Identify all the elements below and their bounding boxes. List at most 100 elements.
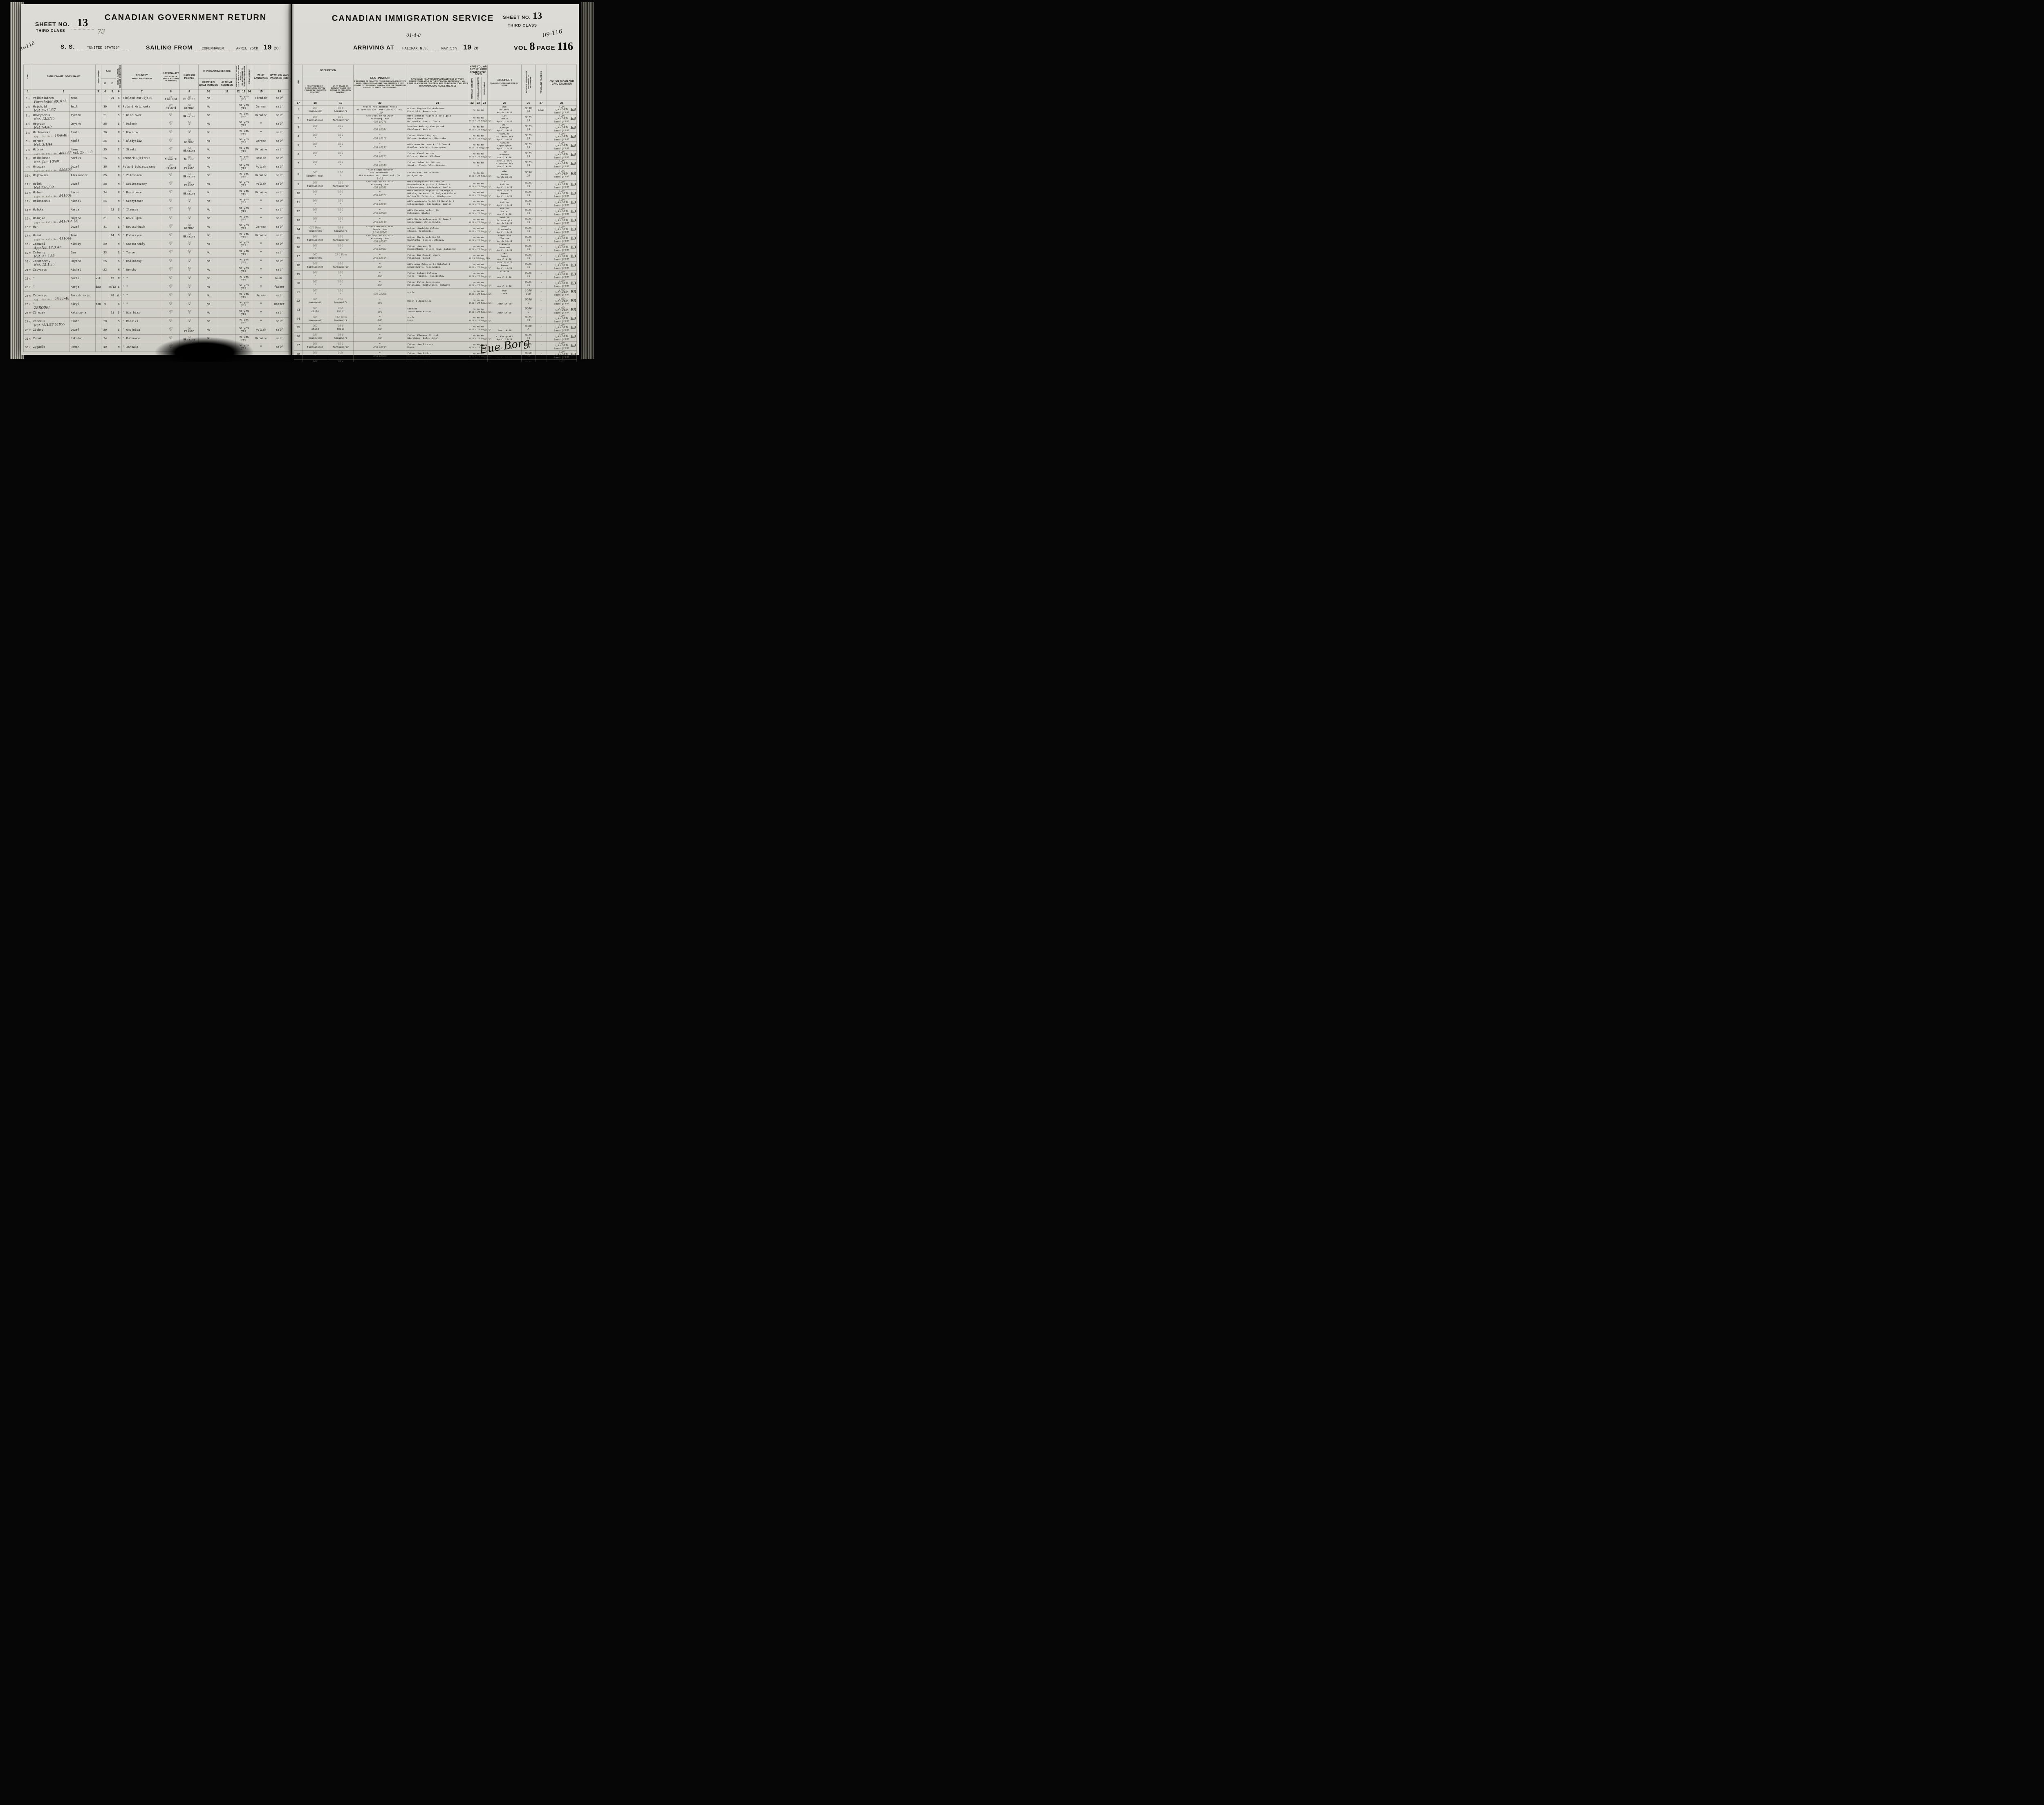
language-cell: Ukraine [252,171,270,180]
passage-paid-cell: self [269,326,289,335]
action-taken-cell: 1-00 LANDED Immigrant EB [547,315,577,324]
age-male-cell [101,206,109,215]
col-if-in-canada: IF IN CANADA BEFORE [198,65,236,79]
language-cell: " [252,249,270,258]
nationality-cell: 66" [161,197,180,206]
destination-cell: " 466 48312 [353,189,407,199]
line-number-cell: 11 x [23,180,32,189]
arriving-at-label: ARRIVING AT [353,44,394,51]
refused-reside-read-cell: no yes yes [235,214,252,223]
money-cell: 0000 0 [521,306,536,316]
age-male-cell: 25 [101,257,109,266]
passage-paid-cell: self [269,128,289,137]
occupation-own-cell: 005 housework [302,105,328,115]
occupation-own-cell: 005 child [302,323,328,333]
passenger-row-right: 29 108" 02-4" "466 48208 father Iwan Zub… [294,359,577,362]
action-taken-cell: 1-00 LANDED Immigrant EB [547,306,577,316]
line-number-cell: 15 [294,234,303,244]
right-page: CANADIAN IMMIGRATION SERVICE 01-4-8 09-1… [292,4,579,362]
given-name-cell: Katarzyna [69,309,96,318]
given-name-cell: Tychon [69,111,96,120]
race-cell: 60 German [179,103,199,112]
previous-address-cell [218,326,236,335]
age-male-cell [101,283,109,292]
occupation-own-cell: 108" [302,132,328,142]
col-num: 15 [252,89,270,94]
passenger-row-right: 24 005 housework 03-6 Dom housework " 466 u… [294,315,577,324]
passenger-row-right: 8 003 Student med. 02-1 " friend Aage Niel… [294,168,577,181]
age-female-cell [108,300,116,309]
passage-paid-cell: self [269,188,289,197]
marital-cell: S [115,300,122,309]
occupation-own-cell: 108" [302,243,328,253]
previous-address-cell [218,257,236,266]
passport-cell: 5449/28 Zaleszczyki March 29-28 [487,216,522,226]
age-female-cell [108,214,116,223]
relationship-cell [95,180,102,189]
nationality-cell: 66" [161,266,180,275]
refused-reside-read-cell: no yes yes [235,197,252,206]
given-name-cell: Jozef [69,326,96,335]
line-number-cell: 13 x [23,197,32,206]
marital-cell: S [115,334,122,343]
birthplace-cell: " " [121,291,162,300]
given-name-cell: Jozef [69,180,96,189]
line-number-cell: 2 [294,114,303,124]
handwritten-01-4-8: 01-4-8 [406,33,421,38]
passenger-row-right: 25 005 child 03-6 Child " 466 no no no B 21.… [294,323,577,333]
refused-reside-read-cell: no yes yes [235,146,252,155]
nationality-cell: 66" [161,180,180,189]
col-can-read: CAN YOU READ ? [246,65,252,90]
money-cell: 1000 100 [521,288,536,298]
col-travelling-inland: TRAVELLING INLAND ON [535,64,547,101]
nearest-relative-cell: wife Paranka Woloch 30 Dubkowce. Skalat [406,207,469,217]
age-female-cell [108,120,116,129]
action-taken-cell: 1-00 LANDED Immigrant EB [547,270,577,280]
birthplace-cell: " Howilow [121,128,162,137]
passenger-row-left: 15 x Wolujko Dmytro 31 S " Nawulujka 66 " … [23,214,289,223]
travelling-inland-cell: ″ [535,207,547,217]
marital-cell: S [115,223,122,232]
nationality-cell: 66" [161,128,180,137]
nationality-cell: 66" [161,240,180,249]
occupation-own-cell: 103 " [302,288,328,298]
nearest-relative-cell: Wasyl Iljaszewicz [406,297,469,307]
occupation-own-cell: 108" [302,207,328,217]
race-cell: 74" [179,206,199,215]
travelling-inland-cell: ″ [535,279,547,289]
travelling-inland-cell: ″ [535,189,547,199]
relationship-cell [95,146,102,155]
family-name-cell: Nat. 13/3/35 Wegrzyn [31,116,70,129]
previous-address-cell [218,231,236,240]
previous-address-cell [218,163,236,172]
in-canada-before-cell: No [198,249,219,258]
action-taken-cell: 1-00 LANDED Immigrant EB [547,359,577,362]
refused-reside-read-cell: no yes yes [235,206,252,215]
age-female-cell [108,137,116,146]
passenger-row-right: 28 108 " 0-24 " " 466 48266 father Jan Ziob… [294,350,577,360]
nearest-relative-cell: mother Marja Wolujko 52 Nawolujka. Olesk… [406,234,469,244]
action-taken-cell: 1-00 LANDED Immigrant EB [547,198,577,208]
money-cell: 0025 25 [521,234,536,244]
col-num: 21 [406,101,469,106]
age-female-cell [108,266,116,275]
refused-reside-read-cell: no yes yes [235,111,252,120]
line-number-cell: 7 [294,159,303,169]
relationship-cell [95,111,102,120]
passage-paid-cell: self [269,120,289,129]
occupation-canada-cell: 03-6 housework [327,332,354,342]
passage-paid-cell: self [269,137,289,146]
passport-cell: 6921/28 65. Mosciska April 10-28 [487,132,522,142]
action-taken-cell: 1-00 LANDED Immigrant EB [547,216,577,226]
passenger-row-left: 16 x Copy on Fyle No. 541819. (2) Wor Joz… [23,219,289,232]
col-num: 10 [198,89,219,94]
class-label: THIRD CLASS [36,29,65,33]
travelling-inland-cell: ″ [535,323,547,333]
travelling-inland-cell: ″ [535,150,547,160]
line-number-cell: 26 [294,332,303,342]
race-cell: 74" [179,214,199,223]
age-male-cell: 28 [101,180,109,189]
